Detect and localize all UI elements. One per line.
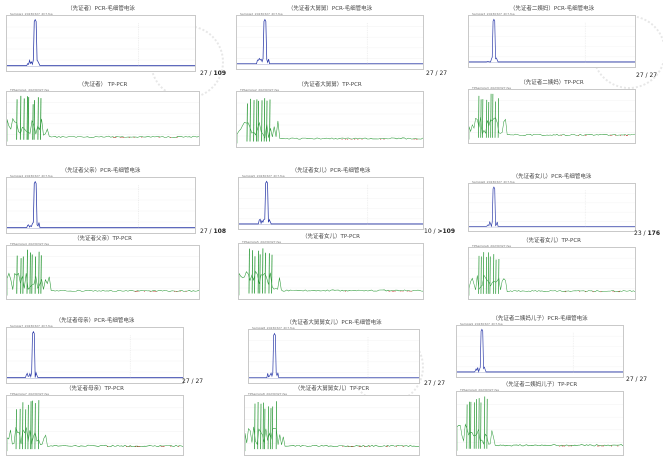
panel-title: （先证者大舅舅女儿）PCR-毛细管电泳 — [286, 320, 382, 326]
panel-title: （先证者母亲）PCR-毛细管电泳 — [55, 318, 135, 324]
ce-panel-daughter: （先证者女儿）PCR-毛细管电泳 Sample5_20230327_2h7.fs… — [238, 166, 424, 230]
tp-pcr-chart — [456, 391, 624, 456]
panel-title: （先证者父亲）PCR-毛细管电泳 — [61, 168, 141, 174]
electropherogram-chart — [6, 327, 184, 384]
panel-title: （先证者二姨妈）TP-PCR — [520, 80, 584, 86]
tp-pcr-chart — [6, 245, 200, 300]
panel-file-label: TPSample2_20230327.fsa — [240, 88, 279, 92]
tp-panel-father: （先证者父亲）TP-PCR TPSample4_20230327.fsa — [6, 234, 200, 300]
panel-title: （先证者二姨妈儿子）TP-PCR — [502, 382, 578, 388]
tp-panel-proband: （先证者） TP-PCR TPSample1_20230327.fsa — [6, 80, 200, 146]
panel-title: （先证者女儿）PCR-毛细管电泳 — [512, 174, 592, 180]
electropherogram-chart — [236, 15, 424, 70]
panel-file-label: Sample8_20230327_2h7.fsa — [252, 326, 295, 330]
panel-file-label: Sample1_20230327_2h7.fsa — [10, 12, 53, 16]
panel-title: （先证者二姨妈儿子）PCR-毛细管电泳 — [492, 316, 588, 322]
panel-file-label: TPSample4_20230327.fsa — [10, 242, 49, 246]
electropherogram-chart — [468, 15, 636, 68]
tp-panel-second-aunt: （先证者二姨妈）TP-PCR TPSample3_20230327.fsa — [468, 78, 636, 144]
ratio-label: 23 / 176 — [634, 230, 661, 237]
tp-pcr-chart — [244, 395, 420, 456]
panel-file-label: TPSample5_20230327.fsa — [242, 240, 281, 244]
panel-file-label: TPSample1_20230327.fsa — [10, 88, 49, 92]
tp-trace — [7, 117, 199, 142]
ce-trace — [7, 180, 195, 228]
ratio-label: 27 / 27 — [424, 380, 446, 387]
tp-trace — [469, 274, 635, 296]
ratio-label: 10 / >109 — [424, 228, 456, 235]
ce-trace — [457, 328, 623, 373]
panel-title: （先证者大舅舅）PCR-毛细管电泳 — [287, 6, 373, 12]
tp-pcr-chart — [6, 91, 200, 146]
tp-trace — [457, 423, 623, 451]
panel-file-label: Sample2_20230327_2h7.fsa — [240, 12, 283, 16]
tp-trace — [469, 116, 635, 140]
panel-title: （先证者大舅舅）TP-PCR — [298, 82, 362, 88]
tp-pcr-chart — [238, 243, 424, 300]
ce-panel-eldest-uncle-daughter: （先证者大舅舅女儿）PCR-毛细管电泳 Sample8_20230327_2h7… — [248, 318, 420, 384]
ce-panel-mother: （先证者母亲）PCR-毛细管电泳 Sample7_20230327_2h7.fs… — [6, 316, 184, 384]
ce-panel-daughter-2: （先证者女儿）PCR-毛细管电泳 Sample6_20230327_2h7.fs… — [468, 172, 636, 232]
electropherogram-chart — [456, 325, 624, 378]
tp-trace — [7, 426, 183, 452]
panel-file-label: TPSample3_20230327.fsa — [472, 86, 511, 90]
ce-trace — [239, 180, 423, 225]
panel-title: （先证者女儿）TP-PCR — [522, 238, 582, 244]
panel-file-label: Sample9_20230327_2h7.fsa — [460, 322, 503, 326]
tp-trace — [7, 272, 199, 296]
panel-file-label: Sample7_20230327_2h7.fsa — [10, 324, 53, 328]
ratio-label: 27 / 27 — [626, 376, 648, 383]
panel-title: （先证者二姨妈）PCR-毛细管电泳 — [509, 6, 595, 12]
ratio-label: 27 / 27 — [636, 72, 658, 79]
panel-file-label: TPSample8_20230327.fsa — [248, 392, 287, 396]
ce-trace — [469, 18, 635, 63]
tp-pcr-chart — [6, 395, 184, 456]
tp-panel-eldest-uncle-daughter: （先证者大舅舅女儿）TP-PCR TPSample8_20230327.fsa — [244, 384, 420, 456]
panel-file-label: Sample5_20230327_2h7.fsa — [242, 174, 285, 178]
ratio-label: 27 / 109 — [200, 70, 227, 77]
tp-panel-mother: （先证者母亲）TP-PCR TPSample7_20230327.fsa — [6, 384, 184, 456]
ce-panel-second-aunt-son: （先证者二姨妈儿子）PCR-毛细管电泳 Sample9_20230327_2h7… — [456, 314, 624, 378]
ce-trace — [237, 18, 423, 65]
panel-file-label: TPSample6_20230327.fsa — [472, 244, 511, 248]
electropherogram-chart — [468, 183, 636, 232]
tp-panel-daughter-2: （先证者女儿）TP-PCR TPSample6_20230327.fsa — [468, 236, 636, 300]
tp-panel-eldest-uncle: （先证者大舅舅）TP-PCR TPSample2_20230327.fsa — [236, 80, 424, 148]
tp-pcr-chart — [468, 89, 636, 144]
tp-panel-daughter: （先证者女儿）TP-PCR TPSample5_20230327.fsa — [238, 232, 424, 300]
ce-trace — [249, 332, 419, 379]
tp-trace — [239, 270, 423, 296]
ce-panel-proband: （先证者）PCR-毛细管电泳 Sample1_20230327_2h7.fsa — [6, 4, 196, 72]
electropherogram-chart — [238, 177, 424, 230]
tp-pcr-chart — [236, 91, 424, 148]
panel-title: （先证者女儿）PCR-毛细管电泳 — [291, 168, 371, 174]
panel-title: （先证者女儿）TP-PCR — [301, 234, 361, 240]
panel-title: （先证者父亲）TP-PCR — [73, 236, 133, 242]
panel-file-label: TPSample7_20230327.fsa — [10, 392, 49, 396]
ce-trace — [7, 18, 195, 66]
panel-file-label: TPSample9_20230327.fsa — [460, 388, 499, 392]
panel-file-label: Sample4_20230327_2h7.fsa — [10, 174, 53, 178]
ratio-label: 27 / 108 — [200, 228, 227, 235]
panel-title: （先证者）PCR-毛细管电泳 — [67, 6, 135, 12]
panel-title: （先证者大舅舅女儿）TP-PCR — [294, 386, 370, 392]
ce-panel-second-aunt: （先证者二姨妈）PCR-毛细管电泳 Sample3_20230327_2h7.f… — [468, 4, 636, 68]
tp-trace — [237, 120, 423, 144]
panel-title: （先证者母亲）TP-PCR — [65, 386, 125, 392]
panel-title: （先证者） TP-PCR — [78, 82, 128, 88]
ratio-label: 27 / 27 — [182, 378, 204, 385]
ce-trace — [469, 186, 635, 228]
panel-file-label: Sample6_20230327_2h7.fsa — [472, 180, 515, 184]
ce-panel-father: （先证者父亲）PCR-毛细管电泳 Sample4_20230327_2h7.fs… — [6, 166, 196, 234]
tp-panel-second-aunt-son: （先证者二姨妈儿子）TP-PCR TPSample9_20230327.fsa — [456, 380, 624, 456]
tp-trace — [245, 426, 419, 452]
electropherogram-chart — [248, 329, 420, 384]
ce-panel-eldest-uncle: （先证者大舅舅）PCR-毛细管电泳 Sample2_20230327_2h7.f… — [236, 4, 424, 70]
tp-pcr-chart — [468, 247, 636, 300]
electropherogram-chart — [6, 15, 196, 72]
ce-trace — [7, 330, 183, 378]
ratio-label: 27 / 27 — [426, 70, 448, 77]
panel-file-label: Sample3_20230327_2h7.fsa — [472, 12, 515, 16]
electropherogram-chart — [6, 177, 196, 234]
